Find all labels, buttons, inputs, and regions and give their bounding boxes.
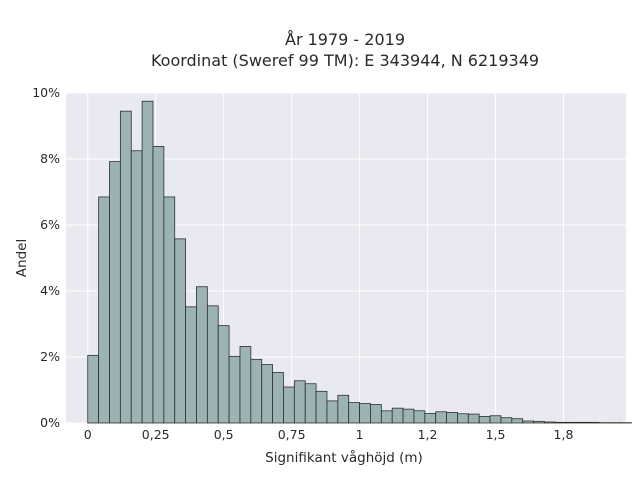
histogram-bar	[261, 364, 274, 424]
histogram-bar	[196, 286, 208, 424]
histogram-bar	[337, 394, 350, 424]
y-tick-label: 4%	[40, 283, 60, 298]
histogram-bar	[587, 421, 600, 424]
x-tick-label: 0,5	[214, 427, 234, 442]
x-tick-label: 0	[84, 427, 92, 442]
histogram-bar	[109, 161, 121, 424]
histogram-bar	[413, 410, 426, 424]
x-tick-label: 0,75	[278, 427, 306, 442]
histogram-bar	[239, 346, 252, 424]
histogram-bar	[119, 110, 132, 424]
histogram-bar	[565, 421, 578, 424]
y-axis-ticks: 0% 2% 4% 6% 8% 10%	[32, 85, 60, 430]
x-tick-label: 1,2	[418, 427, 438, 442]
y-tick-label: 0%	[40, 415, 60, 430]
chart-subtitle: Koordinat (Sweref 99 TM): E 343944, N 62…	[151, 51, 539, 70]
histogram-bar	[130, 150, 143, 424]
histogram-bar	[467, 413, 480, 424]
y-axis-label: Andel	[14, 239, 30, 277]
histogram-bar	[435, 411, 447, 424]
histogram-bar	[478, 415, 491, 424]
histogram-bar	[304, 383, 317, 424]
histogram-bar	[272, 372, 284, 424]
histogram-bar	[576, 421, 589, 424]
histogram-bar	[315, 390, 328, 424]
x-axis-label: Signifikant våghöjd (m)	[265, 449, 423, 466]
histogram-bar	[457, 413, 469, 424]
histogram-bar	[348, 402, 360, 424]
histogram-bar	[163, 196, 176, 424]
x-tick-label: 0,25	[142, 427, 170, 442]
x-tick-label: 1,5	[486, 427, 506, 442]
histogram-bar	[293, 380, 306, 424]
histogram-bar	[489, 415, 502, 424]
histogram-bar	[359, 403, 371, 424]
histogram-bar	[283, 386, 295, 424]
histogram-bars	[87, 100, 632, 424]
histogram-bar	[206, 305, 219, 424]
histogram-bar	[141, 100, 154, 424]
histogram-bar	[500, 417, 513, 424]
histogram-bar	[152, 146, 165, 424]
histogram-bar	[87, 354, 100, 424]
histogram-bar	[511, 418, 524, 424]
histogram-bar	[250, 358, 263, 424]
chart-title: År 1979 - 2019	[285, 30, 405, 49]
histogram-bar	[446, 412, 458, 424]
histogram-bar	[217, 325, 230, 424]
histogram-bar	[533, 420, 545, 424]
histogram-bar	[391, 407, 404, 424]
x-tick-label: 1,8	[554, 427, 574, 442]
histogram-bar	[522, 420, 534, 424]
histogram-bar	[402, 408, 415, 424]
histogram-bar	[554, 421, 567, 424]
histogram-bar	[228, 355, 241, 424]
histogram-bar	[185, 306, 197, 424]
histogram-bar	[326, 400, 339, 424]
y-tick-label: 2%	[40, 349, 60, 364]
histogram-bar	[424, 413, 437, 424]
histogram-bar	[174, 238, 187, 424]
x-axis-ticks: 0 0,25 0,5 0,75 1 1,2 1,5 1,8	[84, 427, 574, 442]
y-tick-label: 6%	[40, 217, 60, 232]
histogram-bar	[380, 410, 393, 424]
histogram-bar	[98, 196, 110, 424]
histogram-bar	[370, 404, 382, 424]
y-tick-label: 8%	[40, 151, 60, 166]
x-tick-label: 1	[356, 427, 364, 442]
y-tick-label: 10%	[32, 85, 60, 100]
histogram-bar	[544, 421, 556, 424]
